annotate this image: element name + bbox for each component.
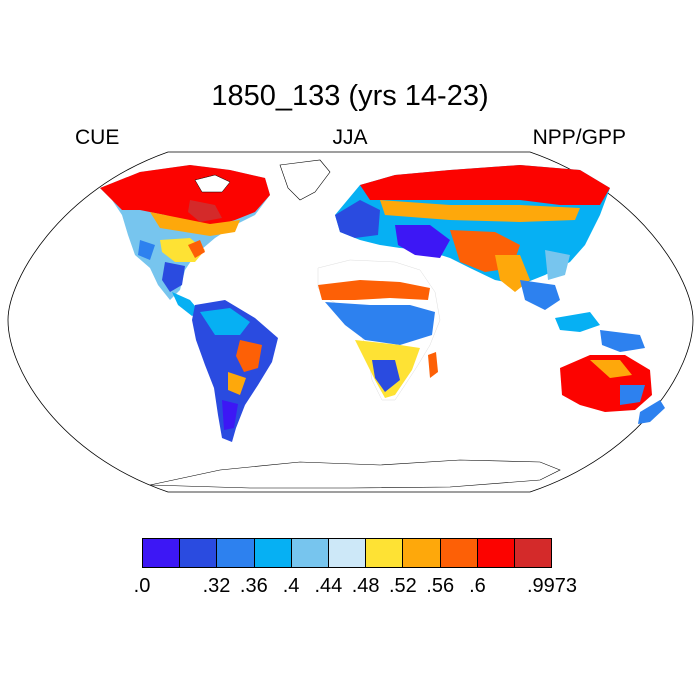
colorbar-tick-label: .9973	[526, 575, 578, 597]
colorbar-tick-label: .48	[351, 575, 380, 597]
colorbar-tick-label: .36	[239, 575, 268, 597]
colorbar-tick-label: .0	[133, 575, 151, 597]
variable-label: CUE	[75, 126, 120, 149]
colorbar-swatch	[217, 539, 255, 567]
north-america	[100, 165, 270, 316]
colorbar-swatch	[291, 539, 329, 567]
colorbar-tick-label: .4	[282, 575, 300, 597]
africa	[317, 259, 441, 401]
colorbar-tick-label: .44	[314, 575, 343, 597]
eurasia	[335, 165, 610, 310]
new-zealand	[638, 400, 665, 424]
south-america	[192, 300, 278, 442]
colorbar-swatch	[477, 539, 515, 567]
greenland	[279, 159, 331, 201]
maritime-southeast-asia	[555, 312, 645, 352]
season-label: JJA	[332, 126, 368, 149]
colorbar-tick-label: .52	[389, 575, 417, 597]
colorbar	[142, 538, 552, 568]
colorbar-swatch	[328, 539, 367, 567]
colorbar-swatch	[403, 539, 441, 567]
colorbar-swatch	[143, 539, 181, 567]
madagascar	[428, 352, 438, 378]
colorbar-tick-label: .32	[202, 575, 231, 597]
colorbar-swatch	[180, 539, 218, 567]
colorbar-swatch	[514, 539, 552, 567]
colorbar-tick-label: .6	[469, 575, 486, 597]
colorbar-tick-label: .56	[426, 575, 455, 597]
colorbar-swatch	[254, 539, 292, 567]
australia	[560, 355, 652, 412]
colorbar-swatch	[366, 539, 404, 567]
colorbar-swatch	[440, 539, 478, 567]
units-label: NPP/GPP	[532, 126, 626, 149]
map-title: 1850_133 (yrs 14-23)	[211, 80, 489, 112]
antarctica	[149, 459, 561, 489]
